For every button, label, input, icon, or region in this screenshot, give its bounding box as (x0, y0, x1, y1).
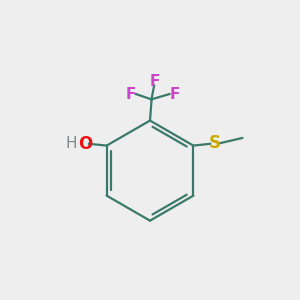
Text: F: F (169, 87, 180, 102)
Text: F: F (150, 74, 160, 88)
Text: H: H (66, 136, 77, 151)
Text: O: O (78, 135, 93, 153)
Text: F: F (126, 87, 136, 102)
Text: S: S (208, 134, 220, 152)
